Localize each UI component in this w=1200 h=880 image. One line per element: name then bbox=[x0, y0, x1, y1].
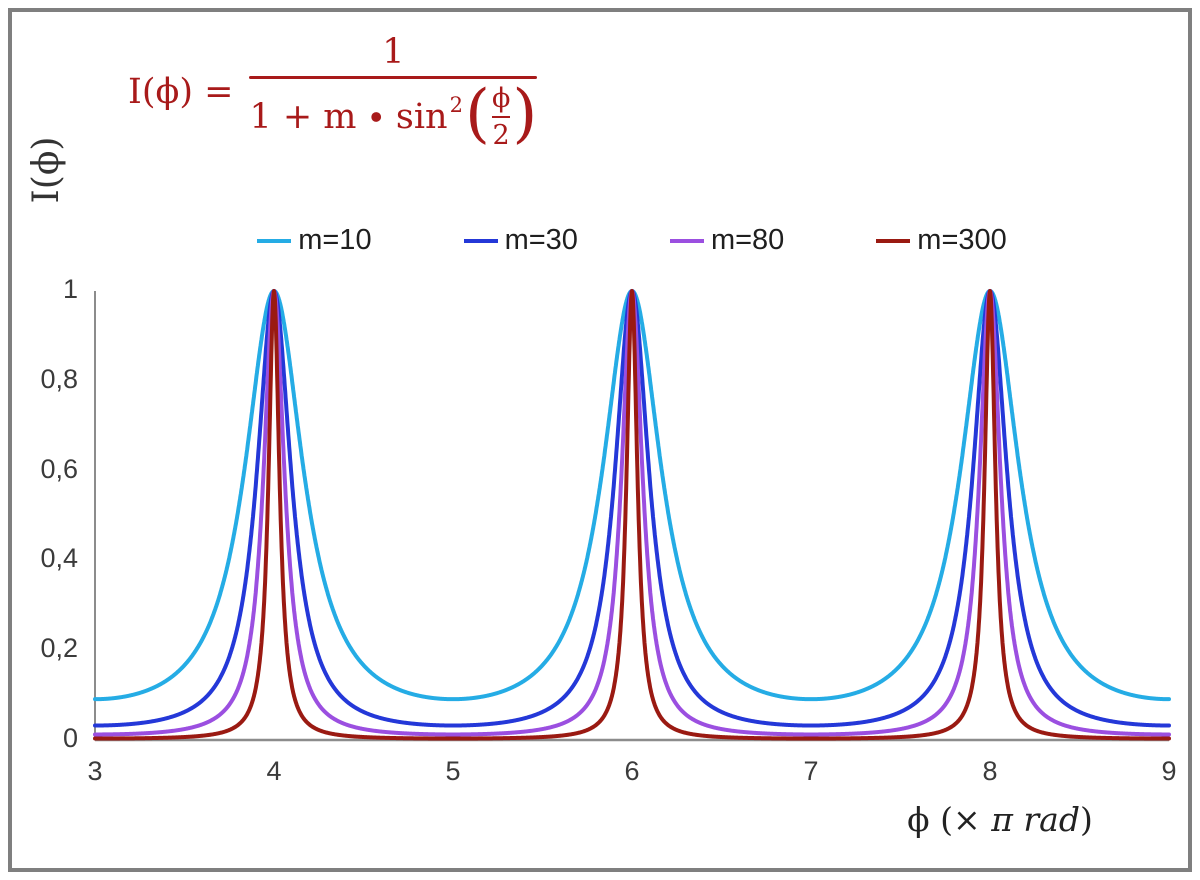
x-axis-title-unit: π rad bbox=[991, 800, 1080, 839]
legend-swatch-m=30 bbox=[463, 238, 498, 243]
legend-item-m=300: m=300 bbox=[876, 224, 1007, 257]
y-tick-label-0,8: 0,8 bbox=[40, 363, 78, 394]
legend-swatch-m=10 bbox=[257, 238, 292, 243]
legend-label-m=80: m=80 bbox=[710, 224, 785, 256]
x-axis-title-open: (× bbox=[929, 800, 992, 839]
inner-fraction-bar bbox=[491, 116, 511, 118]
formula-denominator: 1 + m ∙ sin 2 ( ϕ 2 ) bbox=[249, 79, 537, 151]
x-tick-label-3: 3 bbox=[87, 756, 103, 786]
formula-lhs: I(ϕ) = bbox=[128, 71, 234, 112]
legend-item-m=10: m=10 bbox=[257, 224, 372, 257]
inner-fraction: ϕ 2 bbox=[491, 83, 511, 151]
y-tick-label-0: 0 bbox=[62, 723, 78, 753]
legend-label-m=30: m=30 bbox=[504, 224, 578, 256]
series-curve-m=300 bbox=[93, 289, 1171, 741]
plot-area bbox=[93, 289, 1171, 742]
series-curve-m=30 bbox=[93, 289, 1171, 728]
x-tick-label-9: 9 bbox=[1161, 756, 1177, 786]
x-tick-label-8: 8 bbox=[982, 756, 998, 786]
legend: m=10 m=30 m=80 m=300 bbox=[95, 224, 1169, 257]
series-curve-m=80 bbox=[93, 289, 1171, 737]
legend-label-m=300: m=300 bbox=[917, 224, 1007, 256]
formula-numerator: 1 bbox=[382, 32, 405, 72]
x-axis-title: ϕ (× π rad) bbox=[830, 800, 1170, 839]
x-axis-title-phi: ϕ bbox=[907, 800, 930, 839]
superscript-2: 2 bbox=[449, 93, 463, 117]
denominator-text: 1 + m ∙ sin bbox=[249, 97, 448, 137]
x-tick-label-5: 5 bbox=[445, 756, 461, 786]
y-tick-label-0,2: 0,2 bbox=[40, 633, 78, 664]
inner-denominator: 2 bbox=[492, 120, 510, 151]
fraction-bar bbox=[249, 76, 538, 79]
inner-numerator: ϕ bbox=[491, 83, 511, 114]
y-tick-label-0,6: 0,6 bbox=[40, 453, 78, 484]
y-tick-label-0,4: 0,4 bbox=[40, 543, 78, 574]
y-tick-label-1: 1 bbox=[62, 274, 78, 304]
legend-item-m=30: m=30 bbox=[463, 224, 578, 257]
x-tick-label-4: 4 bbox=[266, 756, 282, 786]
legend-swatch-m=300 bbox=[876, 238, 911, 243]
legend-swatch-m=80 bbox=[669, 238, 704, 243]
legend-label-m=10: m=10 bbox=[298, 224, 372, 256]
chart-frame bbox=[8, 8, 1192, 872]
x-tick-label-6: 6 bbox=[624, 756, 640, 786]
formula-fraction: 1 1 + m ∙ sin 2 ( ϕ 2 ) bbox=[249, 32, 538, 151]
close-paren: ) bbox=[512, 77, 538, 152]
x-axis-title-close: ) bbox=[1079, 800, 1093, 839]
open-paren: ( bbox=[464, 77, 490, 152]
y-axis-title: I(ϕ) bbox=[26, 136, 67, 204]
legend-item-m=80: m=80 bbox=[669, 224, 785, 257]
x-tick-label-7: 7 bbox=[803, 756, 819, 786]
formula: I(ϕ) = 1 1 + m ∙ sin 2 ( ϕ 2 ) bbox=[128, 32, 538, 151]
